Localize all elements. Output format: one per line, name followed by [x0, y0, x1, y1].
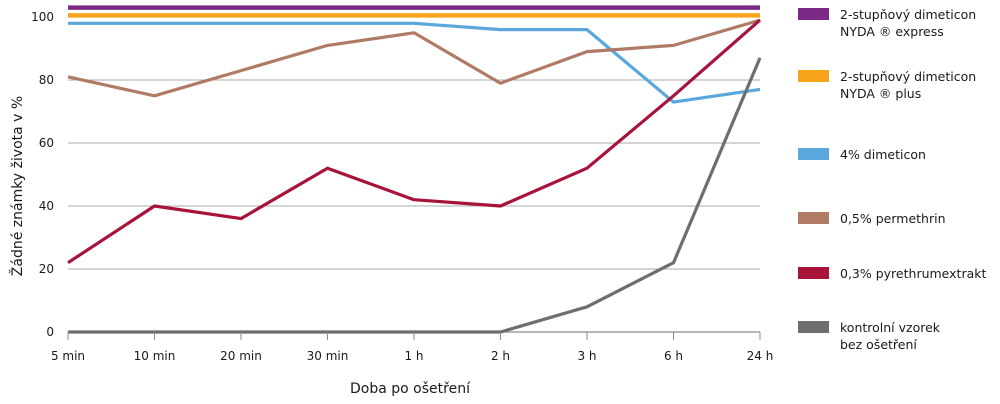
x-tick-label: 3 h [577, 349, 596, 363]
y-tick-label: 80 [39, 73, 54, 87]
legend-item: 2-stupňový dimeticon NYDA ® plus [798, 69, 976, 101]
x-tick-label: 10 min [134, 349, 176, 363]
x-tick-label: 2 h [491, 349, 510, 363]
legend-swatch [798, 148, 829, 160]
series-line [68, 57, 762, 334]
legend-swatch [798, 267, 829, 279]
legend-item: kontrolní vzorek bez ošetření [798, 320, 941, 352]
x-tick-label: 1 h [404, 349, 423, 363]
grid [68, 16, 760, 333]
legend-swatch [798, 70, 829, 82]
legend-label: 2-stupňový dimeticon [840, 7, 976, 22]
axes: 0 20 40 60 80 100 5 min 10 min 20 min 30 min 1 h 2 … [31, 10, 773, 363]
legend-item: 4% dimeticon [798, 147, 926, 162]
legend-swatch [798, 321, 829, 333]
y-tick-label: 100 [31, 10, 54, 24]
x-tick-label: 6 h [664, 349, 683, 363]
legend-label: kontrolní vzorek [840, 320, 941, 335]
legend-label: NYDA ® plus [840, 86, 921, 101]
y-tick-label: 0 [46, 325, 54, 339]
legend-label: bez ošetření [840, 337, 917, 352]
y-tick-label: 40 [39, 199, 54, 213]
y-axis-title: Žádné známky života v % [8, 96, 26, 276]
legend-label: 4% dimeticon [840, 147, 926, 162]
legend-label: 0,5% permethrin [840, 211, 946, 226]
legend-item: 0,5% permethrin [798, 211, 946, 226]
x-tick-label: 24 h [747, 349, 774, 363]
legend-item: 0,3% pyrethrumextrakt [798, 266, 986, 281]
series-lines [67, 5, 762, 334]
x-tick-label: 30 min [307, 349, 349, 363]
legend-label: 2-stupňový dimeticon [840, 69, 976, 84]
x-axis-title: Doba po ošetření [350, 381, 471, 397]
series-line [68, 21, 761, 104]
series-line [67, 18, 762, 265]
legend-label: 0,3% pyrethrumextrakt [840, 266, 986, 281]
x-tick-label: 5 min [51, 349, 85, 363]
series-line [67, 18, 761, 98]
y-tick-label: 60 [39, 136, 54, 150]
legend-swatch [798, 212, 829, 224]
x-tick-label: 20 min [220, 349, 262, 363]
legend-label: NYDA ® express [840, 24, 944, 39]
legend-item: 2-stupňový dimeticon NYDA ® express [798, 7, 976, 39]
legend-swatch [798, 8, 829, 20]
y-tick-label: 20 [39, 262, 54, 276]
